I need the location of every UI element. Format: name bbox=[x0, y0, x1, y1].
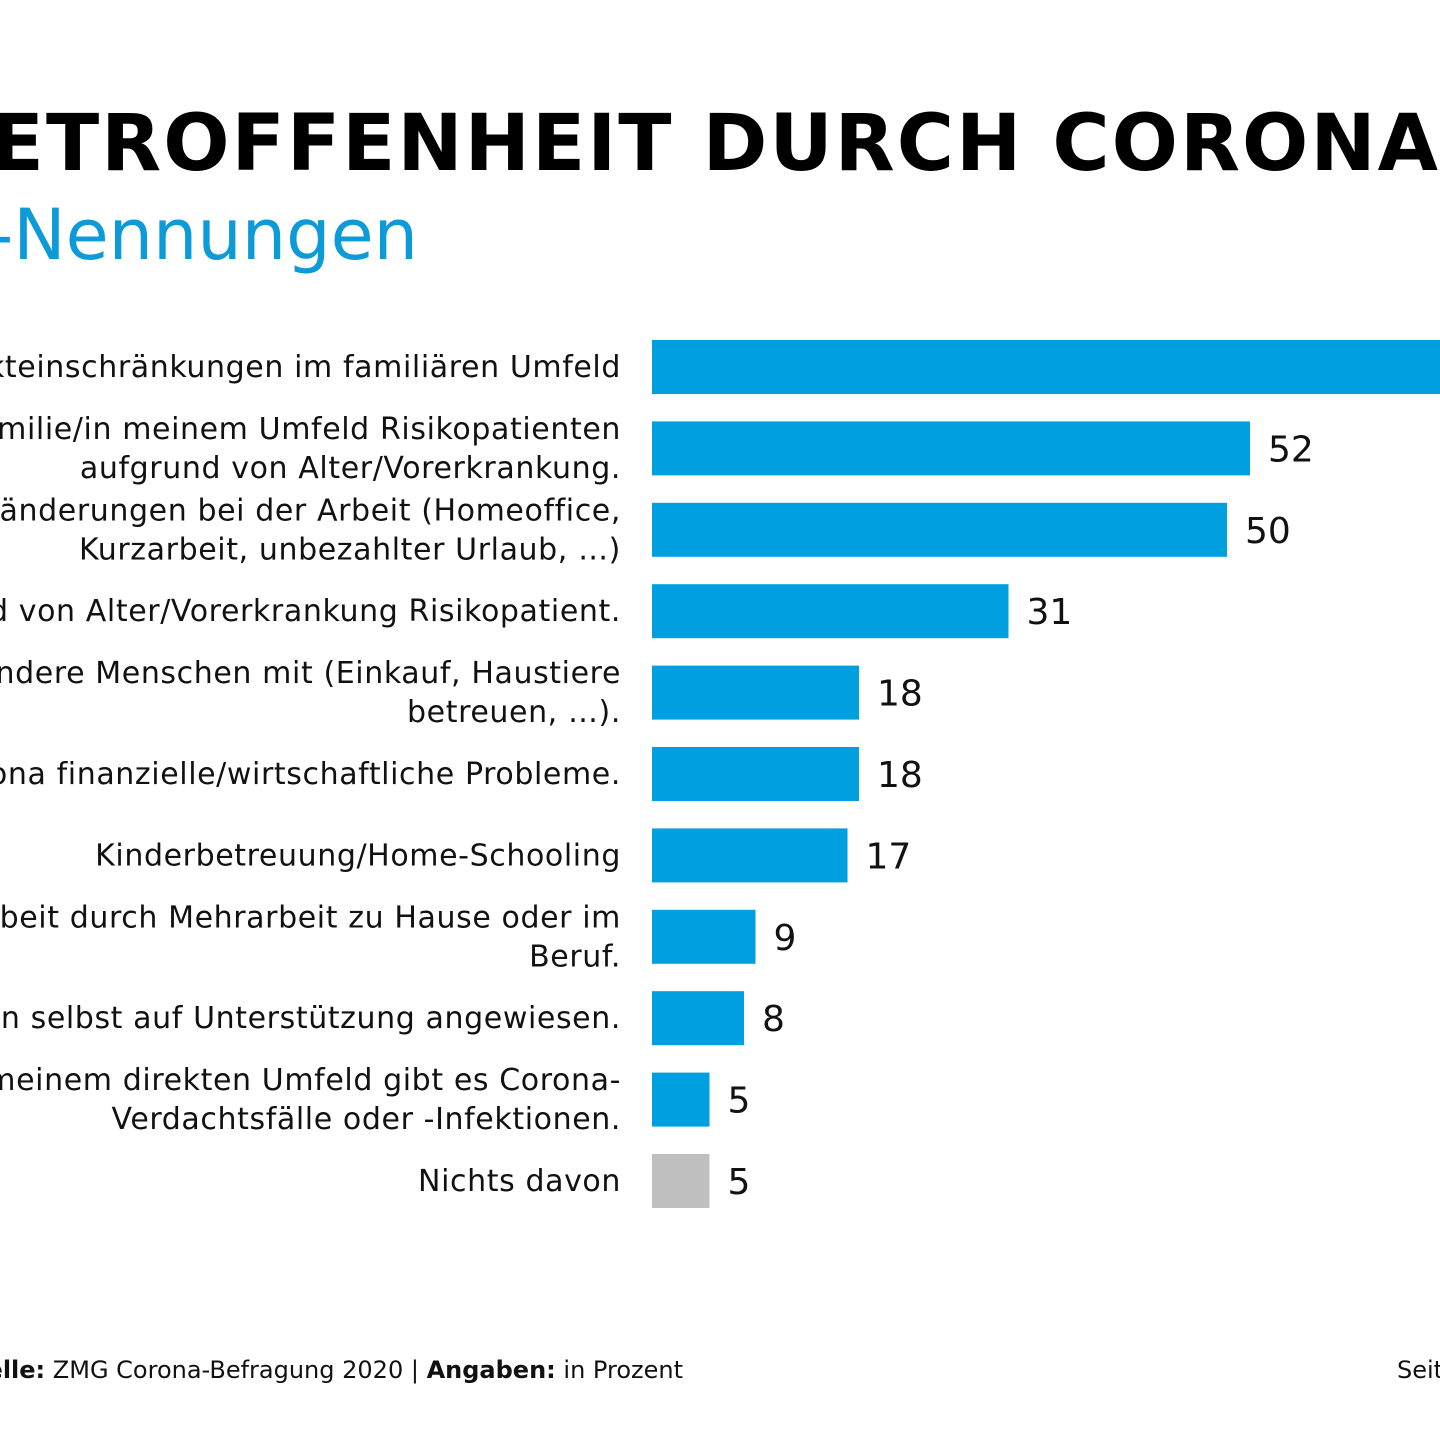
footer-source-text: ZMG Corona-Befragung 2020 bbox=[52, 1356, 404, 1384]
bar-9 bbox=[652, 991, 744, 1046]
category-label-3-line-1: Veränderungen bei der Arbeit (Homeoffice… bbox=[0, 493, 621, 528]
value-label-7: 17 bbox=[866, 836, 912, 877]
category-label-5-line-1: Ich versorge andere Menschen mit (Einkau… bbox=[0, 656, 621, 691]
category-label-8-line-2: Beruf. bbox=[529, 939, 621, 974]
value-label-3: 50 bbox=[1245, 511, 1291, 552]
category-label-4: Ich bin aufgrund von Alter/Vorerkrankung… bbox=[0, 594, 621, 629]
value-label-11: 5 bbox=[728, 1162, 751, 1203]
category-label-9: Ich bin selbst auf Unterstützung angewie… bbox=[0, 1001, 621, 1036]
category-label-3-line-2: Kurzarbeit, unbezahlter Urlaub, …) bbox=[79, 532, 621, 567]
bar-7 bbox=[652, 828, 848, 883]
value-label-4: 31 bbox=[1027, 592, 1073, 633]
value-label-5: 18 bbox=[877, 674, 923, 715]
category-label-2-line-1: In meiner Familie/in meinem Umfeld Risik… bbox=[0, 412, 621, 447]
bar-10 bbox=[652, 1072, 710, 1127]
value-label-2: 52 bbox=[1268, 429, 1314, 470]
chart-subtitle: Top-Nennungen bbox=[0, 194, 418, 276]
bar-8 bbox=[652, 909, 756, 964]
value-label-10: 5 bbox=[728, 1081, 751, 1122]
category-label-1: Kontakteinschränkungen im familiären Umf… bbox=[0, 350, 621, 385]
bar-3 bbox=[652, 502, 1227, 557]
value-label-6: 18 bbox=[877, 755, 923, 796]
category-label-2-line-2: aufgrund von Alter/Vorerkrankung. bbox=[80, 451, 621, 486]
footer-unit-text: in Prozent bbox=[563, 1356, 683, 1384]
category-label-10-line-1: In meinem direkten Umfeld gibt es Corona… bbox=[0, 1063, 621, 1098]
category-label-7: Kinderbetreuung/Home-Schooling bbox=[95, 838, 621, 873]
bar-6 bbox=[652, 747, 859, 801]
footer-page-label: Seite bbox=[1397, 1356, 1440, 1384]
bar-2 bbox=[652, 421, 1250, 476]
category-label-6: Ich habe durch Corona finanzielle/wirtsc… bbox=[0, 757, 621, 792]
footer-source-label: Quelle: bbox=[0, 1356, 46, 1384]
chart-title: PERSÖNLICHE BETROFFENHEIT DURCH CORONA bbox=[0, 99, 1440, 189]
value-label-9: 8 bbox=[762, 999, 785, 1040]
footer-unit-label: Angaben: bbox=[426, 1356, 556, 1384]
bar-4 bbox=[652, 584, 1009, 639]
category-label-11: Nichts davon bbox=[418, 1164, 621, 1199]
footer-separator: | bbox=[410, 1356, 419, 1384]
category-label-5-line-2: betreuen, …). bbox=[407, 695, 621, 730]
bar-11 bbox=[652, 1154, 710, 1208]
category-label-10-line-2: Verdachtsfälle oder -Infektionen. bbox=[112, 1102, 621, 1137]
category-label-8-line-1: Hohe Belastung/Arbeit durch Mehrarbeit z… bbox=[0, 900, 621, 935]
footer-source: Quelle: ZMG Corona-Befragung 2020 | Anga… bbox=[0, 1354, 683, 1386]
value-label-8: 9 bbox=[774, 918, 797, 959]
bar-1 bbox=[652, 340, 1440, 394]
bar-5 bbox=[652, 665, 859, 720]
